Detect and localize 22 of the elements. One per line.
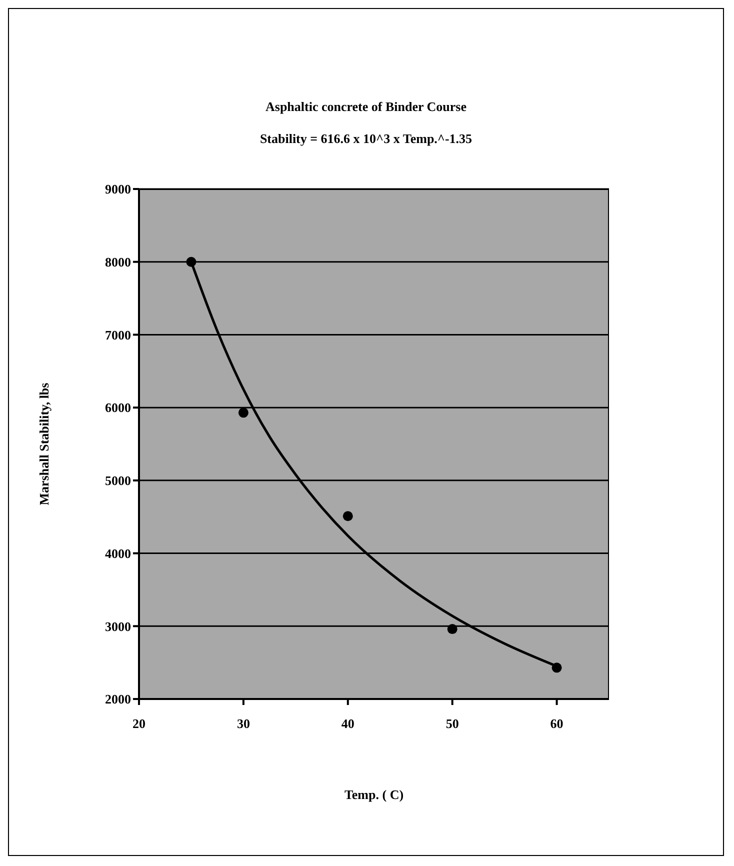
- x-tick-label: 40: [341, 716, 354, 732]
- y-tick-label: 6000: [105, 400, 131, 416]
- x-tick-label: 30: [236, 716, 250, 732]
- y-tick-label: 2000: [105, 692, 131, 707]
- y-tick-label: 4000: [105, 546, 131, 561]
- point: [552, 662, 562, 673]
- point: [447, 624, 458, 634]
- x-tick-label: 50: [446, 716, 459, 732]
- chart-subtitle: Stability = 616.6 x 10^3 x Temp.^-1.35: [258, 131, 474, 147]
- y-axis-title: Marshall Stability, lbs: [36, 382, 52, 506]
- point: [342, 511, 353, 522]
- y-tick-label: 3000: [105, 618, 131, 634]
- y-tick-label: 7000: [105, 327, 131, 342]
- x-axis-title: Temp. ( C): [344, 787, 404, 802]
- chart-title: Asphaltic concrete of Binder Course: [264, 99, 468, 115]
- y-tick-label: 8000: [105, 254, 131, 270]
- x-tick-label: 60: [550, 716, 564, 732]
- x-tick-label: 20: [132, 716, 146, 732]
- point: [238, 408, 248, 418]
- point: [186, 256, 196, 267]
- y-tick-label: 9000: [105, 182, 131, 197]
- y-tick-label: 5000: [105, 473, 131, 488]
